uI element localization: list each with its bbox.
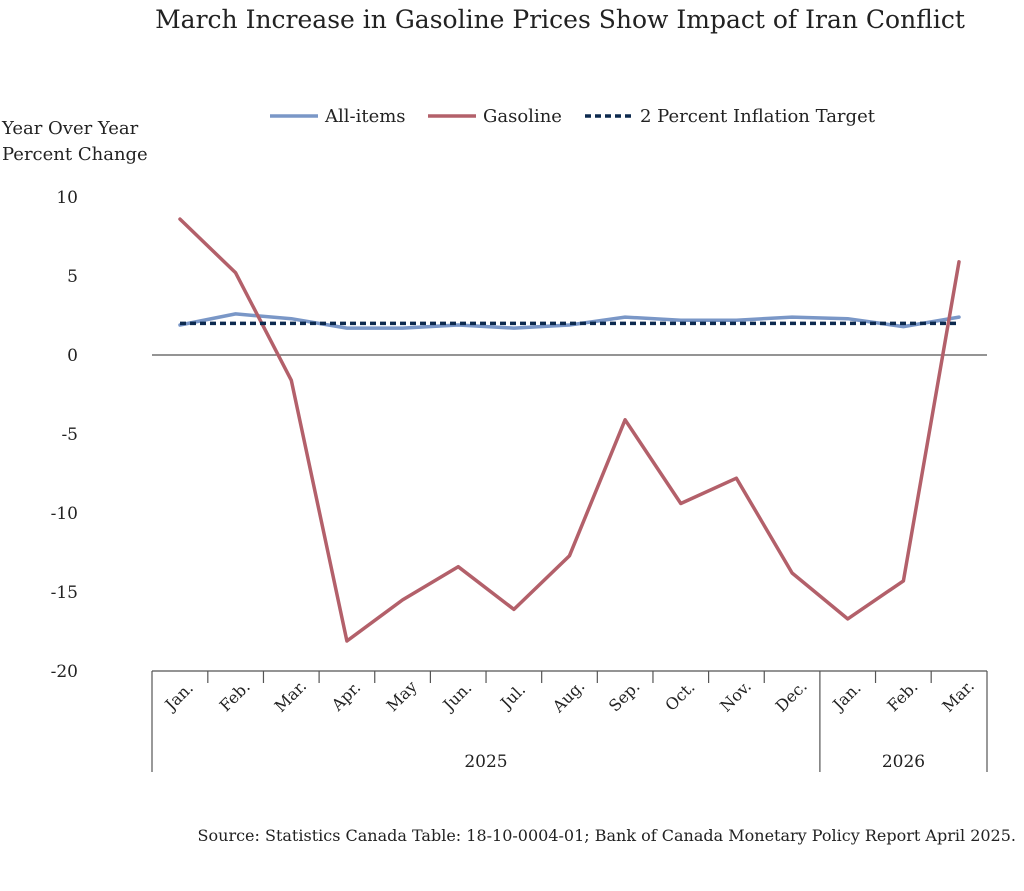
x-tick-label: Oct. xyxy=(661,678,698,715)
x-tick-label: Sep. xyxy=(605,677,644,716)
x-tick-label: Mar. xyxy=(271,676,311,716)
y-tick-label: -5 xyxy=(61,425,78,445)
y-axis-ticks: 10 5 0 -5 -10 -15 -20 xyxy=(51,188,78,682)
x-group-label: 2025 xyxy=(464,752,507,772)
legend-item-gasoline[interactable]: Gasoline xyxy=(428,106,562,127)
legend-label-gasoline: Gasoline xyxy=(483,106,562,127)
x-group-label: 2026 xyxy=(882,752,925,772)
y-tick-label: 5 xyxy=(67,267,78,287)
axes xyxy=(151,354,988,772)
y-axis-title-line-2: Percent Change xyxy=(2,144,148,165)
x-tick-label: May xyxy=(383,677,421,715)
legend-item-all-items[interactable]: All-items xyxy=(270,106,406,127)
y-tick-label: -10 xyxy=(51,504,78,524)
series-line-all-items[interactable] xyxy=(178,312,961,330)
x-tick-label: Mar. xyxy=(938,676,978,716)
x-tick-label: Jan. xyxy=(160,678,197,715)
x-tick-label: Apr. xyxy=(327,678,364,715)
y-tick-label: -20 xyxy=(51,662,78,682)
legend-label-all-items: All-items xyxy=(324,106,406,127)
y-tick-label: 0 xyxy=(67,346,78,366)
x-axis-ticks: Jan. Feb. Mar. Apr. May Jun. Jul. Aug. Sep. Oct. N… xyxy=(160,676,978,716)
source-note: Source: Statistics Canada Table: 18-10-0… xyxy=(198,826,1016,845)
y-axis-title: Year Over Year Percent Change xyxy=(1,118,148,165)
x-axis-groups: 2025 2026 xyxy=(464,752,925,772)
legend: All-items Gasoline 2 Percent Inflation T… xyxy=(270,106,876,127)
series-lines xyxy=(178,217,961,643)
x-tick-label: Feb. xyxy=(883,677,921,715)
legend-item-inflation-target[interactable]: 2 Percent Inflation Target xyxy=(585,106,876,127)
x-tick-label: Jan. xyxy=(828,678,865,715)
series-line-gasoline[interactable] xyxy=(178,217,961,643)
x-tick-label: Nov. xyxy=(716,677,755,716)
y-tick-label: 10 xyxy=(56,188,78,208)
x-tick-label: Jun. xyxy=(438,678,476,716)
x-tick-label: Jul. xyxy=(495,680,529,714)
x-tick-label: Feb. xyxy=(216,677,254,715)
y-tick-label: -15 xyxy=(51,583,78,603)
chart-title: March Increase in Gasoline Prices Show I… xyxy=(155,5,965,34)
x-tick-label: Aug. xyxy=(548,676,588,716)
x-tick-label: Dec. xyxy=(772,677,811,716)
y-axis-title-line-1: Year Over Year xyxy=(1,118,139,139)
legend-label-inflation-target: 2 Percent Inflation Target xyxy=(640,106,876,127)
